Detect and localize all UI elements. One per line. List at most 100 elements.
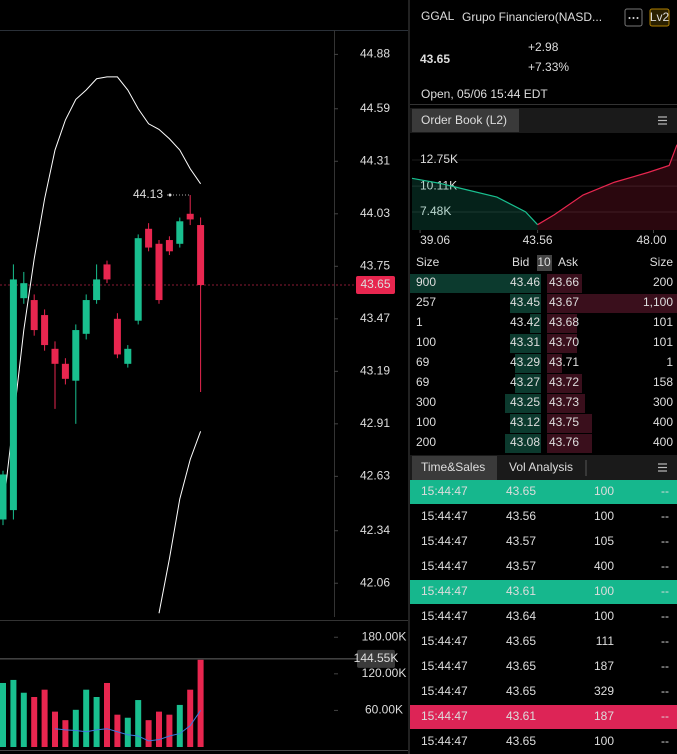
trade-size: 100 <box>594 609 614 623</box>
candle-body <box>41 315 49 346</box>
x-tick-label: 48.00 <box>636 233 666 247</box>
candle-body <box>165 240 173 252</box>
candle-body <box>145 228 153 248</box>
price-change-pct: +7.33% <box>528 60 569 74</box>
last-price-label: 43.65 <box>360 277 390 291</box>
trade-size: 111 <box>596 634 615 648</box>
order-book-cell: 43.46 <box>510 275 540 289</box>
column-header: Bid <box>512 255 529 269</box>
trade-time: 15:44:47 <box>421 609 468 623</box>
high-marker-dot <box>168 193 172 197</box>
more-button[interactable] <box>624 8 643 27</box>
ask-depth-bars <box>547 274 677 453</box>
order-book-cell: 300 <box>653 395 673 409</box>
trade-condition: -- <box>661 684 669 698</box>
trade-time: 15:44:47 <box>421 634 468 648</box>
candle-body <box>82 300 90 334</box>
order-book-cell: 43.66 <box>549 275 579 289</box>
candle-body <box>176 221 184 244</box>
level2-badge[interactable] <box>649 8 670 27</box>
trade-size: 100 <box>594 734 614 748</box>
tab[interactable] <box>412 109 519 132</box>
trade-size: 187 <box>594 659 614 673</box>
volume-bar <box>62 720 69 747</box>
candle-body <box>103 264 111 280</box>
trade-condition: -- <box>661 484 669 498</box>
order-book-cell: 101 <box>653 335 673 349</box>
trade-time: 15:44:47 <box>421 684 468 698</box>
volume-bar <box>10 679 17 747</box>
order-book-cell: 43.67 <box>549 295 579 309</box>
volume-bar <box>156 711 162 747</box>
price-change: +2.98 <box>528 40 559 54</box>
y-tick-label: 44.31 <box>360 153 390 167</box>
trade-highlight <box>410 705 677 729</box>
trade-highlight <box>410 580 677 604</box>
trade-price: 43.61 <box>506 709 536 723</box>
trade-size: 100 <box>594 509 614 523</box>
order-book-cell: 1 <box>666 355 673 369</box>
panel-divider <box>408 0 410 754</box>
trade-price: 43.65 <box>506 634 536 648</box>
order-book-cell: 300 <box>416 395 436 409</box>
candle-body <box>72 330 80 381</box>
trade-price: 43.65 <box>506 734 536 748</box>
ask-depth-area <box>537 144 677 230</box>
trade-condition: -- <box>661 584 669 598</box>
y-tick-label: 44.59 <box>360 101 390 115</box>
candle-body <box>20 283 28 299</box>
volume-bar <box>166 714 173 747</box>
trade-size: 400 <box>594 559 614 573</box>
trade-price: 43.61 <box>506 584 536 598</box>
y-tick-label: 43.19 <box>360 363 390 377</box>
candle-body <box>30 300 38 331</box>
trade-condition: -- <box>661 509 669 523</box>
trade-condition: -- <box>661 559 669 573</box>
tab-label: Order Book (L2) <box>421 113 507 127</box>
candle-body <box>93 279 101 301</box>
order-book-cell: 43.08 <box>510 435 540 449</box>
volume-bar <box>124 717 131 747</box>
y-tick-label: 60.00K <box>365 703 403 717</box>
trade-price: 43.56 <box>506 509 536 523</box>
candle-body <box>51 348 59 364</box>
tab[interactable] <box>412 456 497 480</box>
trade-price: 43.65 <box>506 684 536 698</box>
trade-condition: -- <box>661 609 669 623</box>
y-tick-label: 12.75K <box>420 152 458 166</box>
trade-highlight <box>410 480 677 504</box>
y-tick-label: 42.06 <box>360 575 390 589</box>
volume-bar <box>176 704 183 747</box>
trade-size: 329 <box>594 684 614 698</box>
order-book-cell: 43.73 <box>549 395 579 409</box>
y-tick-label: 180.00K <box>362 629 407 643</box>
x-tick-label: 39.06 <box>420 233 450 247</box>
volume-bar <box>52 711 58 747</box>
order-book-cell: 100 <box>416 335 436 349</box>
column-header: Size <box>416 255 440 269</box>
y-tick-label: 120.00K <box>362 666 407 680</box>
last-volume-box <box>357 649 395 668</box>
trade-price: 43.64 <box>506 609 536 623</box>
candle-body <box>186 213 194 220</box>
lower-band <box>158 431 202 614</box>
volume-bar <box>93 697 100 747</box>
order-book-cell: 43.29 <box>510 355 540 369</box>
candle-body <box>61 363 69 379</box>
trade-condition: -- <box>661 659 669 673</box>
order-book-cell: 43.68 <box>549 315 579 329</box>
order-book-cell: 69 <box>416 375 430 389</box>
menu-icon[interactable] <box>658 116 667 472</box>
order-book-cell: 158 <box>653 375 673 389</box>
order-book-cell: 200 <box>653 275 673 289</box>
trade-size: 105 <box>594 534 614 548</box>
column-header: 10 <box>537 255 551 269</box>
market-status: Open, 05/06 15:44 EDT <box>421 87 548 101</box>
level-selector[interactable] <box>537 255 552 271</box>
order-book-cell: 43.45 <box>510 295 540 309</box>
x-tick-label: 43.56 <box>523 233 553 247</box>
volume-ma <box>54 710 202 742</box>
volume-bar <box>72 709 79 747</box>
